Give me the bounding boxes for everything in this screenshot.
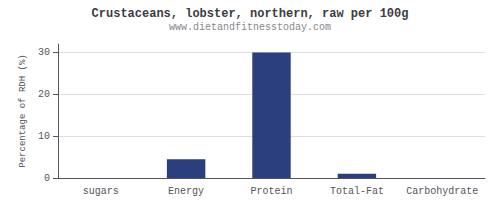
svg-text:Total-Fat: Total-Fat [330, 186, 384, 197]
svg-text:Energy: Energy [168, 186, 204, 197]
svg-text:www.dietandfitnesstoday.com: www.dietandfitnesstoday.com [169, 22, 331, 33]
svg-text:Percentage of RDH (%): Percentage of RDH (%) [18, 54, 28, 167]
svg-text:Carbohydrate: Carbohydrate [406, 186, 478, 197]
svg-text:20: 20 [38, 89, 50, 100]
svg-text:sugars: sugars [83, 186, 119, 197]
svg-text:10: 10 [38, 131, 50, 142]
svg-text:30: 30 [38, 47, 50, 58]
svg-text:Protein: Protein [250, 186, 292, 197]
svg-text:Crustaceans, lobster, northern: Crustaceans, lobster, northern, raw per … [92, 7, 409, 21]
svg-text:0: 0 [44, 173, 50, 184]
